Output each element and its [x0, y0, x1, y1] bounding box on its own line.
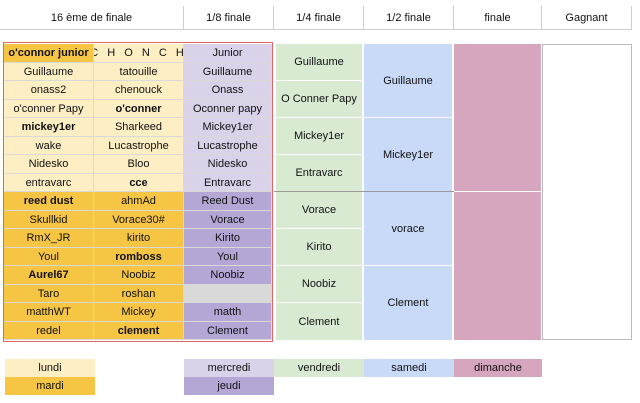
round16-player-b[interactable]: cce	[94, 174, 184, 192]
legend-dimanche: dimanche	[454, 359, 542, 377]
quarter-cell[interactable]: Entravarc	[276, 155, 362, 191]
round16-player-b[interactable]: clement	[94, 322, 184, 340]
round16-player-a[interactable]: redel	[4, 322, 94, 340]
header-semi[interactable]: 1/2 finale	[364, 6, 454, 30]
round16-player-a[interactable]: o'conner Papy	[4, 100, 94, 118]
round8-player[interactable]: Noobiz	[184, 266, 272, 285]
header-quarter[interactable]: 1/4 finale	[274, 6, 364, 30]
round16-player-b[interactable]: roshan	[94, 285, 184, 303]
header-round16[interactable]: 16 ème de finale	[0, 6, 184, 30]
quarter-cell[interactable]: Noobiz	[276, 266, 362, 302]
round8-player[interactable]: Reed Dust	[184, 192, 272, 211]
bracket-top-border	[3, 42, 273, 43]
round16-player-b[interactable]: Lucastrophe	[94, 137, 184, 155]
round8-player[interactable]	[184, 285, 272, 303]
bracket-bottom-border	[3, 341, 273, 342]
winner-cell[interactable]	[542, 44, 632, 340]
round16-player-a[interactable]: entravarc	[4, 174, 94, 192]
legend-jeudi: jeudi	[184, 377, 274, 395]
round16-player-a[interactable]: Nidesko	[4, 155, 94, 174]
semi-cell[interactable]: Mickey1er	[364, 118, 452, 191]
round16-player-a[interactable]: mickey1er	[4, 118, 94, 137]
round16-player-a[interactable]: Guillaume	[4, 63, 94, 81]
round16-player-b[interactable]: Sharkeed	[94, 118, 184, 137]
round8-player[interactable]: Guillaume	[184, 63, 272, 81]
round8-player[interactable]: Junior	[184, 44, 272, 63]
header-round8[interactable]: 1/8 finale	[184, 6, 274, 30]
round16-player-b[interactable]: Noobiz	[94, 266, 184, 285]
legend-mardi: mardi	[5, 377, 95, 395]
round16-player-a[interactable]: wake	[4, 137, 94, 155]
round16-player-a[interactable]: reed dust	[4, 192, 94, 211]
round16-player-b[interactable]: kirito	[94, 229, 184, 248]
round8-player[interactable]: Mickey1er	[184, 118, 272, 137]
quarter-cell[interactable]: Mickey1er	[276, 118, 362, 154]
half-divider	[274, 191, 454, 192]
round16-player-a[interactable]: Aurel67	[4, 266, 94, 285]
round8-player[interactable]: Onass	[184, 81, 272, 100]
round8-player[interactable]: Vorace	[184, 211, 272, 229]
semi-cell[interactable]: vorace	[364, 192, 452, 265]
quarter-cell[interactable]: O Conner Papy	[276, 81, 362, 117]
round8-player[interactable]: Oconner papy	[184, 100, 272, 118]
quarter-cell[interactable]: Vorace	[276, 192, 362, 228]
round8-player[interactable]: Clement	[184, 322, 272, 340]
legend-vendredi: vendredi	[274, 359, 364, 377]
round16-player-b[interactable]: Mickey	[94, 303, 184, 322]
round16-player-b[interactable]: romboss	[94, 248, 184, 266]
round16-player-a[interactable]: Youl	[4, 248, 94, 266]
header-winner[interactable]: Gagnant	[542, 6, 632, 30]
quarter-cell[interactable]: Guillaume	[276, 44, 362, 80]
round16-player-b[interactable]: tatouille	[94, 63, 184, 81]
bracket-left-border	[3, 42, 4, 342]
round16-player-a[interactable]: onass2	[4, 81, 94, 100]
legend-samedi: samedi	[364, 359, 454, 377]
semi-cell[interactable]: Guillaume	[364, 44, 452, 117]
round8-player[interactable]: Nidesko	[184, 155, 272, 174]
round16-player-b[interactable]: Vorace30#	[94, 211, 184, 229]
round8-player[interactable]: Kirito	[184, 229, 272, 248]
round16-player-b[interactable]: chenouck	[94, 81, 184, 100]
round8-player[interactable]: Lucastrophe	[184, 137, 272, 155]
quarter-cell[interactable]: Clement	[276, 303, 362, 340]
legend-lundi: lundi	[5, 359, 95, 377]
round8-player[interactable]: matth	[184, 303, 272, 322]
bracket-right-border	[272, 42, 273, 342]
legend-mercredi: mercredi	[184, 359, 274, 377]
semi-cell[interactable]: Clement	[364, 266, 452, 340]
round16-player-b[interactable]: ahmAd	[94, 192, 184, 211]
round16-player-a[interactable]: Taro	[4, 285, 94, 303]
quarter-cell[interactable]: Kirito	[276, 229, 362, 265]
round16-player-a[interactable]: o'connor junior	[4, 44, 94, 63]
final-cell-bottom[interactable]	[454, 192, 541, 340]
round8-player[interactable]: Entravarc	[184, 174, 272, 192]
round16-player-b[interactable]: Bloo	[94, 155, 184, 174]
round16-player-b[interactable]: o'conner	[94, 100, 184, 118]
round16-player-a[interactable]: matthWT	[4, 303, 94, 322]
round8-player[interactable]: Youl	[184, 248, 272, 266]
final-cell-top[interactable]	[454, 44, 541, 191]
round16-player-a[interactable]: RmX_JR	[4, 229, 94, 248]
round16-player-a[interactable]: Skullkid	[4, 211, 94, 229]
round16-player-b[interactable]: C H O N C H	[94, 44, 184, 63]
header-final[interactable]: finale	[454, 6, 542, 30]
